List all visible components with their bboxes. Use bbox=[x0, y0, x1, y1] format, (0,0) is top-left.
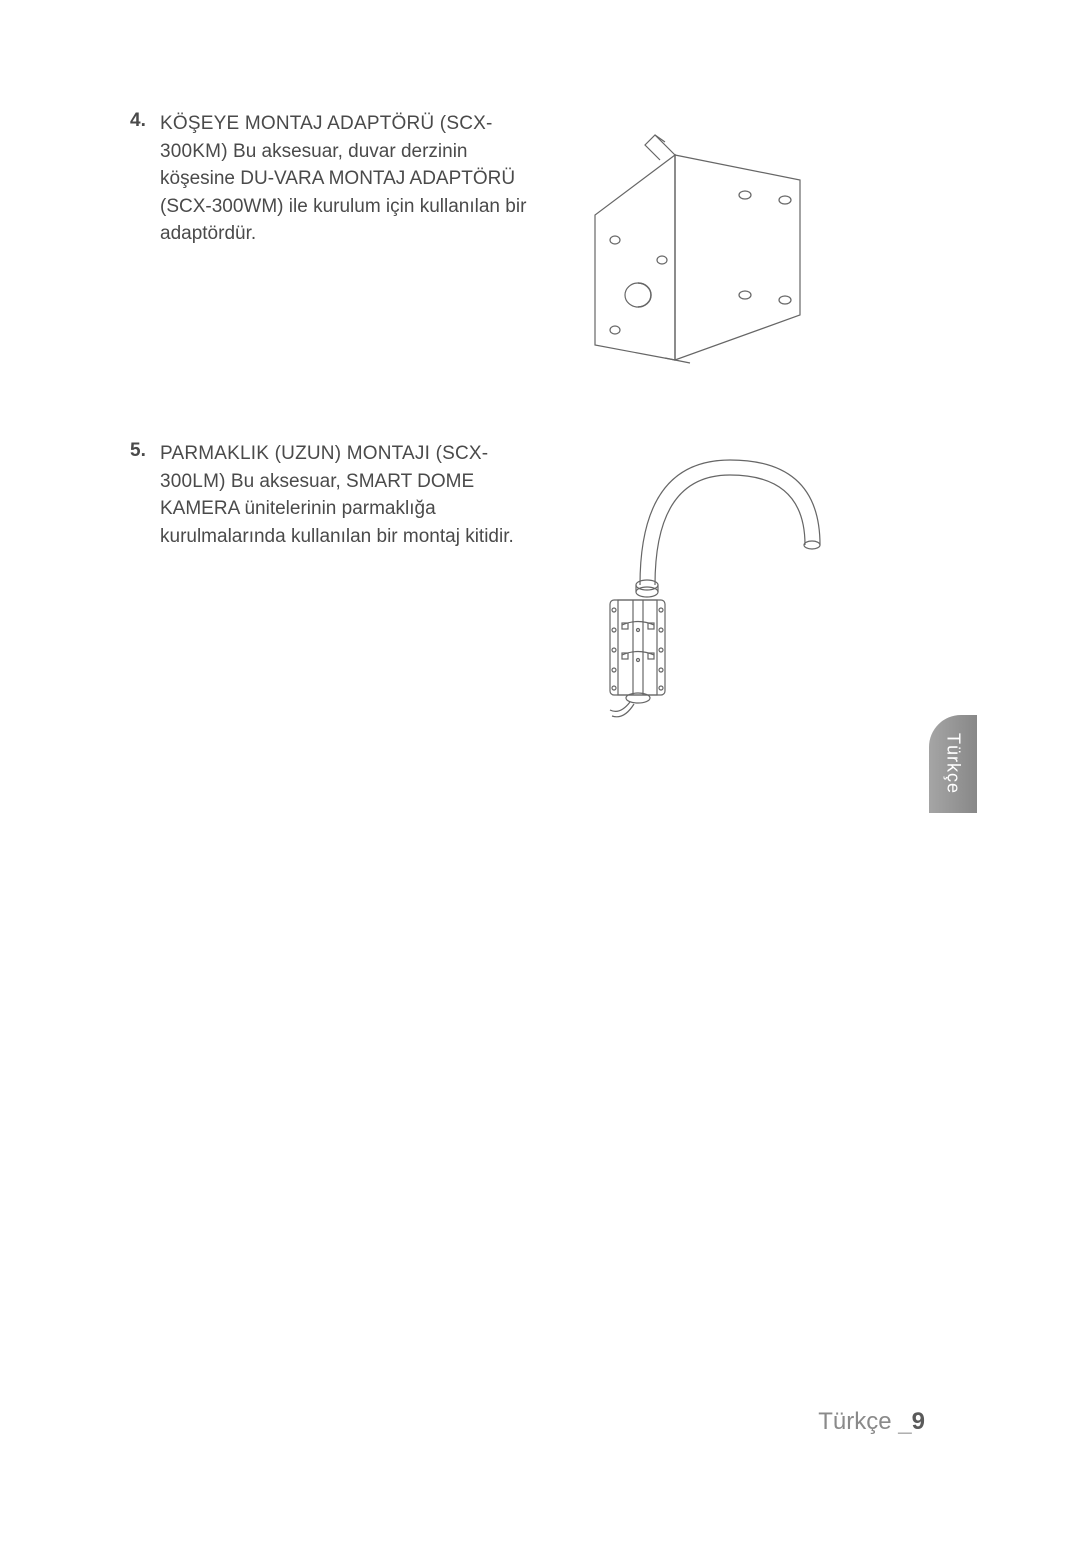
content-area: 4. KÖŞEYE MONTAJ ADAPTÖRÜ (SCX-300KM) Bu… bbox=[130, 110, 950, 800]
page-footer: Türkçe _9 bbox=[818, 1408, 925, 1436]
language-tab: Türkçe bbox=[929, 715, 977, 813]
list-item-4: 4. KÖŞEYE MONTAJ ADAPTÖRÜ (SCX-300KM) Bu… bbox=[130, 110, 950, 375]
footer-separator: _ bbox=[898, 1408, 911, 1435]
language-tab-label: Türkçe bbox=[943, 733, 964, 794]
corner-mount-diagram bbox=[560, 110, 820, 375]
item-text: PARMAKLIK (UZUN) MONTAJI (SCX-300LM) Bu … bbox=[160, 440, 540, 550]
pole-mount-diagram bbox=[560, 430, 830, 735]
list-item-5: 5. PARMAKLIK (UZUN) MONTAJI (SCX-300LM) … bbox=[130, 440, 950, 735]
item-number: 4. bbox=[130, 110, 160, 132]
footer-language: Türkçe bbox=[818, 1408, 891, 1435]
footer-page-number: 9 bbox=[912, 1408, 925, 1435]
item-number: 5. bbox=[130, 440, 160, 462]
item-text: KÖŞEYE MONTAJ ADAPTÖRÜ (SCX-300KM) Bu ak… bbox=[160, 110, 540, 248]
